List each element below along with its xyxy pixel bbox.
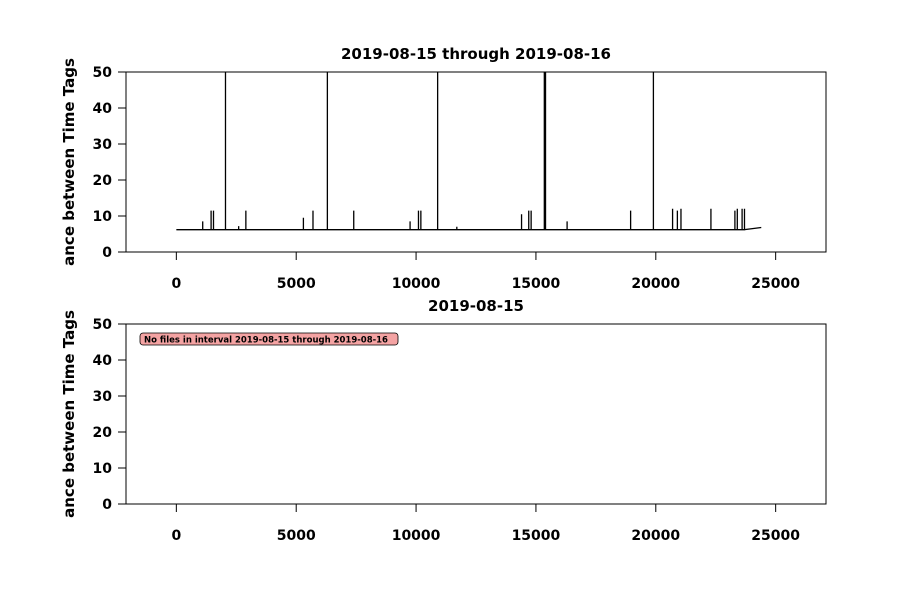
x-tick-label: 25000 <box>751 528 800 544</box>
x-tick-label: 5000 <box>277 276 316 292</box>
y-tick-label: 50 <box>93 65 113 81</box>
y-tick-label: 30 <box>93 389 113 405</box>
x-tick-label: 5000 <box>277 528 316 544</box>
x-tick-label: 15000 <box>512 276 561 292</box>
x-tick-label: 10000 <box>392 528 441 544</box>
plot-frame <box>125 71 827 253</box>
y-axis-label: ance between Time Tags <box>60 58 78 266</box>
plot-frame <box>125 323 827 505</box>
x-tick-label: 0 <box>171 276 181 292</box>
y-tick-label: 50 <box>93 317 113 333</box>
x-tick-label: 10000 <box>392 276 441 292</box>
x-tick-label: 20000 <box>631 528 680 544</box>
y-tick-label: 0 <box>102 497 112 513</box>
x-tick-label: 20000 <box>631 276 680 292</box>
x-tick-label: 15000 <box>512 528 561 544</box>
y-axis-label: ance between Time Tags <box>60 310 78 518</box>
y-tick-label: 20 <box>93 173 113 189</box>
y-tick-label: 40 <box>93 101 113 117</box>
y-tick-label: 30 <box>93 137 113 153</box>
y-tick-label: 0 <box>102 245 112 261</box>
y-tick-label: 40 <box>93 353 113 369</box>
y-tick-label: 10 <box>93 461 113 477</box>
x-tick-label: 25000 <box>751 276 800 292</box>
y-tick-label: 20 <box>93 425 113 441</box>
annotation-box <box>139 332 399 346</box>
x-tick-label: 0 <box>171 528 181 544</box>
chart-title: 2019-08-15 <box>428 297 524 315</box>
chart-title: 2019-08-15 through 2019-08-16 <box>341 45 611 63</box>
annotation: No files in interval 2019-08-15 through … <box>144 336 388 346</box>
data-line <box>176 72 762 231</box>
y-tick-label: 10 <box>93 209 113 225</box>
